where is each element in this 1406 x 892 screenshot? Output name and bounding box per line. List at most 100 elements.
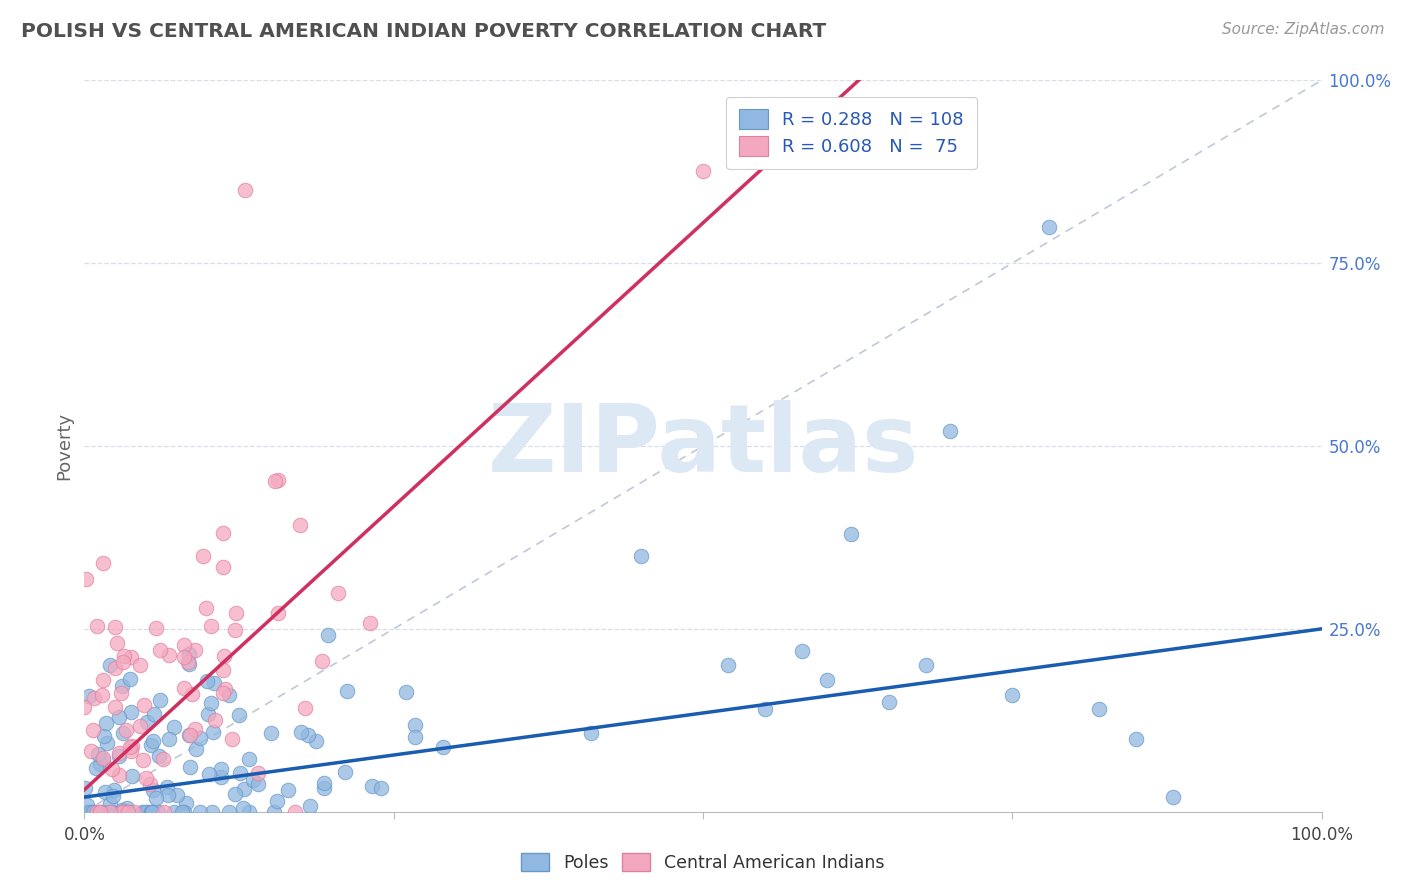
- Point: [179, 647, 201, 661]
- Point: [94, 785, 117, 799]
- Point: [202, 675, 225, 690]
- Point: [173, 650, 195, 665]
- Point: [264, 475, 287, 489]
- Point: [201, 805, 224, 819]
- Point: [841, 526, 863, 541]
- Point: [194, 601, 217, 615]
- Point: [75, 780, 97, 795]
- Point: [86, 747, 108, 762]
- Point: [193, 549, 215, 564]
- Point: [141, 738, 163, 752]
- Point: [177, 728, 200, 742]
- Point: [328, 586, 350, 600]
- Point: [145, 791, 167, 805]
- Point: [157, 732, 180, 747]
- Point: [142, 706, 165, 721]
- Point: [91, 753, 114, 767]
- Point: [135, 805, 157, 819]
- Point: [163, 721, 186, 735]
- Point: [197, 706, 219, 721]
- Text: POLISH VS CENTRAL AMERICAN INDIAN POVERTY CORRELATION CHART: POLISH VS CENTRAL AMERICAN INDIAN POVERT…: [21, 22, 827, 41]
- Point: [238, 752, 260, 766]
- Point: [198, 767, 221, 781]
- Point: [84, 805, 107, 819]
- Point: [101, 805, 124, 819]
- Point: [224, 787, 246, 801]
- Point: [91, 751, 114, 765]
- Point: [120, 740, 142, 755]
- Point: [76, 798, 98, 813]
- Point: [211, 686, 233, 700]
- Point: [232, 801, 254, 815]
- Point: [98, 797, 121, 811]
- Point: [179, 760, 201, 774]
- Point: [312, 776, 335, 790]
- Point: [111, 655, 134, 669]
- Point: [242, 772, 264, 787]
- Point: [115, 723, 138, 737]
- Point: [204, 713, 226, 727]
- Point: [179, 727, 201, 741]
- Point: [1038, 219, 1060, 234]
- Point: [149, 693, 172, 707]
- Point: [370, 781, 392, 796]
- Point: [311, 654, 333, 668]
- Point: [163, 805, 186, 819]
- Point: [218, 689, 240, 703]
- Point: [139, 805, 162, 819]
- Point: [232, 781, 254, 796]
- Point: [290, 724, 312, 739]
- Point: [877, 695, 900, 709]
- Text: ZIPatlas: ZIPatlas: [488, 400, 918, 492]
- Point: [104, 661, 127, 675]
- Point: [101, 762, 124, 776]
- Point: [97, 805, 120, 819]
- Point: [209, 762, 232, 776]
- Point: [153, 805, 176, 819]
- Point: [263, 805, 285, 819]
- Point: [266, 794, 288, 808]
- Point: [152, 752, 174, 766]
- Point: [630, 549, 652, 563]
- Point: [120, 706, 142, 720]
- Point: [229, 766, 252, 780]
- Point: [692, 164, 714, 178]
- Point: [117, 805, 139, 819]
- Point: [80, 744, 103, 758]
- Point: [432, 740, 454, 755]
- Point: [114, 805, 136, 819]
- Point: [93, 729, 115, 743]
- Point: [579, 726, 602, 740]
- Point: [148, 748, 170, 763]
- Point: [117, 805, 139, 819]
- Point: [89, 756, 111, 771]
- Point: [184, 722, 207, 736]
- Legend: Poles, Central American Indians: Poles, Central American Indians: [515, 847, 891, 879]
- Point: [83, 690, 105, 705]
- Point: [790, 644, 813, 658]
- Point: [1125, 731, 1147, 746]
- Point: [121, 739, 143, 753]
- Point: [266, 473, 288, 487]
- Point: [121, 744, 143, 758]
- Point: [131, 805, 153, 819]
- Point: [939, 425, 962, 439]
- Point: [404, 717, 426, 731]
- Point: [290, 517, 312, 532]
- Point: [105, 636, 128, 650]
- Point: [84, 761, 107, 775]
- Point: [200, 696, 222, 710]
- Point: [284, 805, 307, 819]
- Point: [224, 623, 246, 637]
- Point: [361, 780, 384, 794]
- Point: [101, 789, 124, 803]
- Point: [111, 679, 134, 693]
- Point: [228, 707, 250, 722]
- Point: [132, 754, 155, 768]
- Point: [91, 688, 114, 702]
- Point: [132, 698, 155, 712]
- Text: Source: ZipAtlas.com: Source: ZipAtlas.com: [1222, 22, 1385, 37]
- Point: [336, 683, 359, 698]
- Point: [149, 643, 172, 657]
- Point: [75, 573, 97, 587]
